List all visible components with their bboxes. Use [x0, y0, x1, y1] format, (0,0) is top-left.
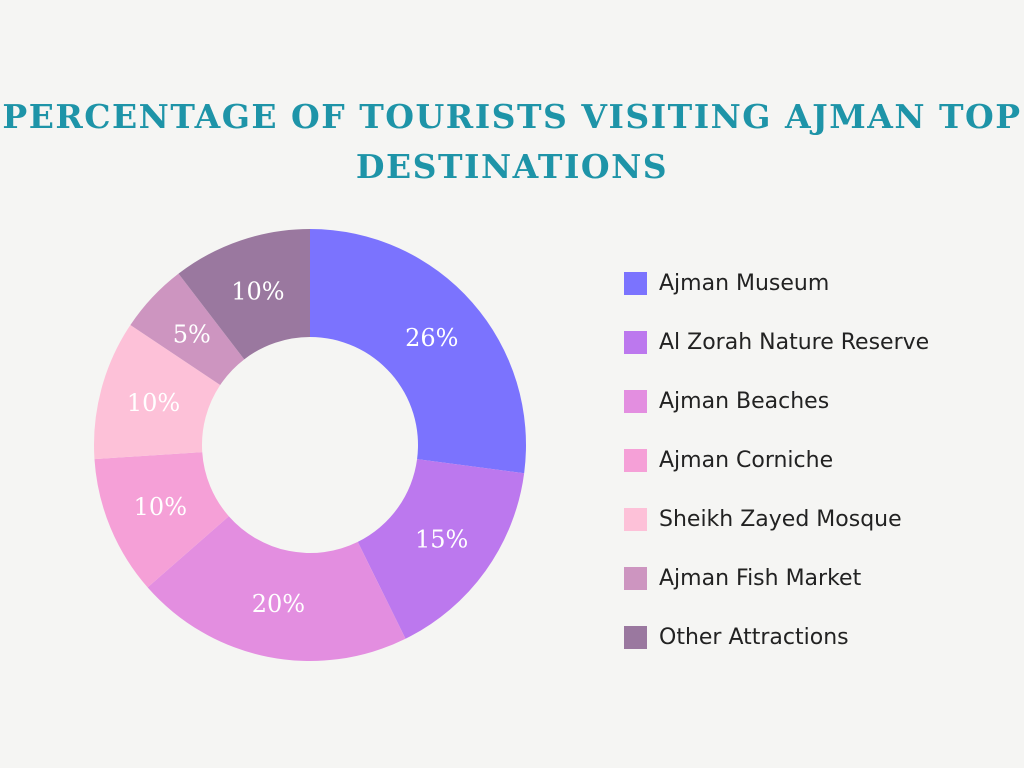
legend-label: Ajman Fish Market	[659, 566, 862, 591]
chart-title: PERCENTAGE OF TOURISTS VISITING AJMAN TO…	[0, 92, 1024, 192]
legend-swatch	[624, 272, 647, 295]
legend-item-ajman-corniche: Ajman Corniche	[624, 431, 929, 490]
chart-title-line-2: DESTINATIONS	[355, 147, 669, 186]
legend-swatch	[624, 508, 647, 531]
slice-label-sheikh-zayed-mosque: 10%	[127, 389, 180, 417]
legend-swatch	[624, 567, 647, 590]
chart-legend: Ajman Museum Al Zorah Nature Reserve Ajman…	[624, 254, 929, 667]
slice-label-al-zorah-nature-reserve: 15%	[415, 525, 468, 553]
legend-item-ajman-museum: Ajman Museum	[624, 254, 929, 313]
legend-label: Other Attractions	[659, 625, 849, 650]
legend-label: Ajman Corniche	[659, 448, 834, 473]
slice-label-ajman-museum: 26%	[405, 324, 458, 352]
slice-al-zorah-nature-reserve	[357, 459, 525, 639]
legend-label: Al Zorah Nature Reserve	[659, 330, 930, 355]
legend-item-ajman-fish-market: Ajman Fish Market	[624, 549, 929, 608]
legend-label: Ajman Beaches	[659, 389, 830, 414]
legend-item-other-attractions: Other Attractions	[624, 608, 929, 667]
legend-swatch	[624, 331, 647, 354]
slice-sheikh-zayed-mosque	[94, 324, 221, 460]
legend-swatch	[624, 449, 647, 472]
legend-label: Ajman Museum	[659, 271, 830, 296]
legend-swatch	[624, 390, 647, 413]
slice-label-ajman-beaches: 20%	[252, 590, 305, 618]
legend-item-ajman-beaches: Ajman Beaches	[624, 372, 929, 431]
slice-ajman-beaches	[147, 516, 406, 661]
legend-swatch	[624, 626, 647, 649]
slice-label-ajman-corniche: 10%	[134, 493, 187, 521]
slice-ajman-museum	[310, 229, 526, 474]
legend-label: Sheikh Zayed Mosque	[659, 507, 902, 532]
slice-label-other-attractions: 10%	[231, 278, 284, 306]
slice-other-attractions	[178, 229, 310, 360]
slice-ajman-fish-market	[130, 273, 245, 385]
donut-chart: 26% 15% 20% 10% 10% 5% 10%	[94, 229, 526, 661]
slice-label-ajman-fish-market: 5%	[173, 320, 211, 348]
chart-title-line-1: PERCENTAGE OF TOURISTS VISITING AJMAN TO…	[2, 97, 1022, 136]
legend-item-al-zorah-nature-reserve: Al Zorah Nature Reserve	[624, 313, 929, 372]
legend-item-sheikh-zayed-mosque: Sheikh Zayed Mosque	[624, 490, 929, 549]
slice-ajman-corniche	[94, 452, 229, 588]
